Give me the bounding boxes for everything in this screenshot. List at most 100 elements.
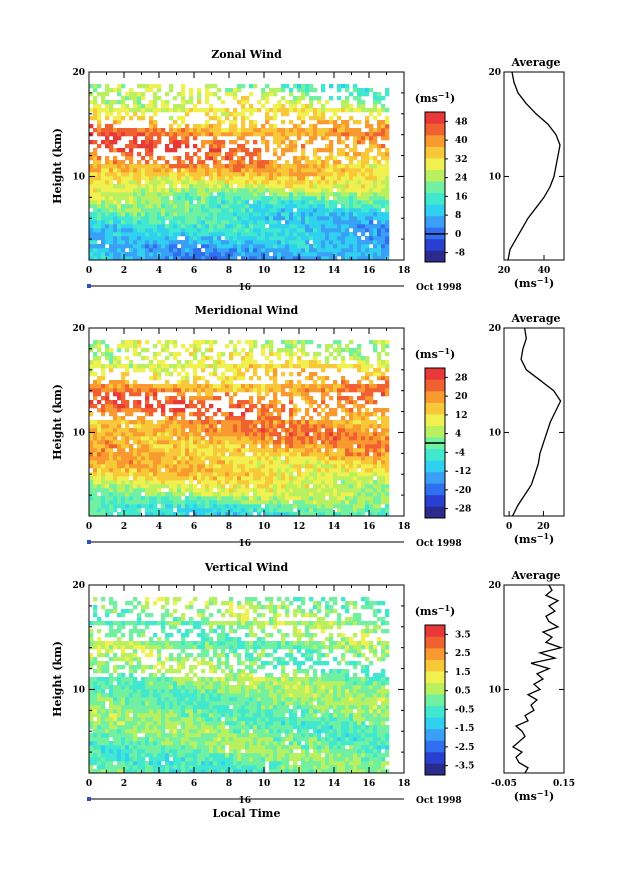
heatmap-cell bbox=[261, 104, 266, 109]
heatmap-cell bbox=[333, 240, 338, 245]
heatmap-cell bbox=[337, 496, 342, 501]
heatmap-cell bbox=[285, 248, 290, 253]
heatmap-cell bbox=[221, 240, 226, 245]
heatmap-cell bbox=[121, 396, 126, 401]
heatmap-cell bbox=[337, 116, 342, 121]
heatmap-cell bbox=[317, 448, 322, 453]
heatmap-cell bbox=[229, 176, 234, 181]
heatmap-cell bbox=[181, 412, 186, 417]
heatmap-cell bbox=[133, 456, 138, 461]
heatmap-cell bbox=[373, 184, 378, 189]
heatmap-cell bbox=[217, 132, 222, 137]
heatmap-cell bbox=[93, 232, 98, 237]
heatmap-cell bbox=[369, 512, 374, 517]
heatmap-cell bbox=[141, 156, 146, 161]
heatmap-cell bbox=[257, 384, 262, 389]
heatmap-cell bbox=[349, 480, 354, 485]
heatmap-cell bbox=[313, 88, 318, 93]
heatmap-cell bbox=[233, 428, 238, 433]
heatmap-cell bbox=[241, 496, 246, 501]
heatmap-cell bbox=[161, 492, 166, 497]
heatmap-cell bbox=[253, 456, 258, 461]
colorbar-tick-label: 40 bbox=[455, 136, 468, 146]
heatmap-cell bbox=[213, 92, 218, 97]
heatmap-cell bbox=[201, 256, 206, 261]
heatmap-cell bbox=[285, 208, 290, 213]
heatmap-cell bbox=[309, 132, 314, 137]
heatmap-cell bbox=[349, 396, 354, 401]
heatmap-cell bbox=[129, 232, 134, 237]
heatmap-cell bbox=[117, 492, 122, 497]
heatmap-cell bbox=[181, 252, 186, 257]
heatmap-cell bbox=[277, 136, 282, 141]
heatmap-cell bbox=[325, 200, 330, 205]
heatmap-cell bbox=[373, 448, 378, 453]
heatmap-cell bbox=[361, 184, 366, 189]
heatmap-cell bbox=[233, 176, 238, 181]
heatmap-cell bbox=[249, 444, 254, 449]
heatmap-cell bbox=[89, 432, 94, 437]
heatmap-cell bbox=[249, 184, 254, 189]
heatmap-cell bbox=[373, 168, 378, 173]
heatmap-cell bbox=[93, 432, 98, 437]
heatmap-cell bbox=[197, 248, 202, 253]
heatmap-cell bbox=[337, 196, 342, 201]
heatmap-cell bbox=[109, 480, 114, 485]
heatmap-cell bbox=[177, 372, 182, 377]
heatmap-cell bbox=[301, 216, 306, 221]
heatmap-cell bbox=[317, 256, 322, 261]
heatmap-cell bbox=[97, 212, 102, 217]
heatmap-cell bbox=[369, 412, 374, 417]
heatmap-cell bbox=[385, 256, 390, 261]
heatmap-cell bbox=[97, 400, 102, 405]
heatmap-cell bbox=[361, 508, 366, 513]
heatmap-cell bbox=[217, 232, 222, 237]
heatmap-cell bbox=[321, 212, 326, 217]
heatmap-cell bbox=[181, 384, 186, 389]
heatmap-cell bbox=[225, 448, 230, 453]
heatmap-cell bbox=[265, 420, 270, 425]
heatmap-cell bbox=[285, 128, 290, 133]
heatmap-cell bbox=[109, 500, 114, 505]
heatmap-cell bbox=[189, 412, 194, 417]
heatmap-cell bbox=[269, 512, 274, 517]
heatmap-cell bbox=[273, 460, 278, 465]
heatmap-cell bbox=[293, 228, 298, 233]
heatmap-cell bbox=[329, 488, 334, 493]
heatmap-cell bbox=[181, 216, 186, 221]
heatmap-cell bbox=[213, 384, 218, 389]
heatmap-cell bbox=[117, 84, 122, 89]
heatmap-cell bbox=[209, 124, 214, 129]
heatmap-cell bbox=[285, 232, 290, 237]
heatmap-cell bbox=[249, 512, 254, 517]
heatmap-cell bbox=[161, 176, 166, 181]
heatmap-cell bbox=[133, 400, 138, 405]
heatmap-cell bbox=[149, 128, 154, 133]
heatmap-cell bbox=[177, 124, 182, 129]
heatmap-cell bbox=[109, 484, 114, 489]
heatmap-cell bbox=[329, 216, 334, 221]
heatmap-cell bbox=[289, 220, 294, 225]
heatmap-cell bbox=[137, 464, 142, 469]
heatmap-cell bbox=[121, 212, 126, 217]
heatmap-cell bbox=[317, 192, 322, 197]
heatmap-cell bbox=[97, 104, 102, 109]
heatmap-cell bbox=[369, 176, 374, 181]
heatmap-cell bbox=[217, 476, 222, 481]
heatmap-cell bbox=[101, 228, 106, 233]
heatmap-cell bbox=[169, 400, 174, 405]
heatmap-cell bbox=[89, 372, 94, 377]
heatmap-cell bbox=[313, 224, 318, 229]
heatmap-cell bbox=[329, 240, 334, 245]
heatmap-cell bbox=[221, 120, 226, 125]
heatmap-cell bbox=[297, 408, 302, 413]
heatmap-cell bbox=[101, 168, 106, 173]
heatmap-cell bbox=[277, 192, 282, 197]
heatmap-cell bbox=[133, 508, 138, 513]
heatmap-cell bbox=[113, 200, 118, 205]
heatmap-cell bbox=[157, 84, 162, 89]
heatmap-cell bbox=[141, 444, 146, 449]
heatmap-cell bbox=[253, 124, 258, 129]
heatmap-cell bbox=[313, 196, 318, 201]
heatmap-cell bbox=[125, 184, 130, 189]
